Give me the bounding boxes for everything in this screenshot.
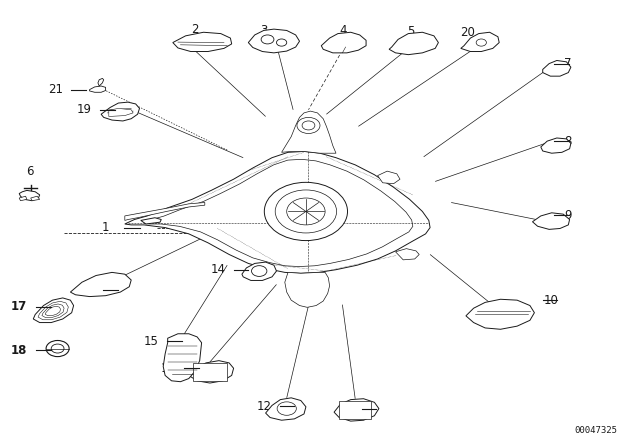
Text: 15: 15 <box>144 335 159 348</box>
Polygon shape <box>101 102 140 121</box>
Polygon shape <box>163 334 202 382</box>
Text: 16: 16 <box>80 284 95 297</box>
Text: 13: 13 <box>161 362 176 375</box>
Text: 20: 20 <box>460 26 475 39</box>
Circle shape <box>276 39 287 46</box>
Polygon shape <box>396 249 419 260</box>
Text: 8: 8 <box>564 134 572 148</box>
Text: 9: 9 <box>564 208 572 222</box>
Text: 5: 5 <box>407 25 415 38</box>
Polygon shape <box>285 272 330 307</box>
Polygon shape <box>389 32 438 55</box>
Polygon shape <box>466 299 534 329</box>
Polygon shape <box>33 298 74 323</box>
Polygon shape <box>543 60 571 76</box>
Circle shape <box>302 121 315 130</box>
Polygon shape <box>19 196 27 201</box>
Polygon shape <box>125 202 205 220</box>
Text: 4: 4 <box>339 23 347 37</box>
Text: 3: 3 <box>260 23 268 37</box>
Polygon shape <box>461 32 499 52</box>
Text: 00047325: 00047325 <box>575 426 618 435</box>
Polygon shape <box>541 138 571 153</box>
Polygon shape <box>334 399 379 421</box>
Text: 17: 17 <box>11 300 27 314</box>
Polygon shape <box>189 361 234 383</box>
Polygon shape <box>109 108 133 116</box>
FancyBboxPatch shape <box>339 401 371 419</box>
Polygon shape <box>532 213 570 229</box>
Circle shape <box>287 198 325 225</box>
Polygon shape <box>70 272 131 297</box>
Polygon shape <box>321 32 366 53</box>
Text: 19: 19 <box>77 103 92 116</box>
FancyBboxPatch shape <box>193 363 227 381</box>
Text: 11: 11 <box>339 402 354 415</box>
Text: 18: 18 <box>10 344 27 357</box>
Polygon shape <box>378 171 400 184</box>
Text: 1: 1 <box>101 221 109 234</box>
Polygon shape <box>266 398 306 420</box>
Polygon shape <box>242 262 276 280</box>
Polygon shape <box>282 111 336 153</box>
Circle shape <box>297 117 320 134</box>
Circle shape <box>261 35 274 44</box>
Text: 6: 6 <box>26 164 33 178</box>
Circle shape <box>264 182 348 241</box>
Polygon shape <box>173 32 232 52</box>
Polygon shape <box>125 151 430 273</box>
Text: 12: 12 <box>257 400 272 413</box>
Polygon shape <box>90 86 106 92</box>
Circle shape <box>277 402 296 415</box>
Polygon shape <box>98 78 104 86</box>
Polygon shape <box>31 196 40 201</box>
Text: 2: 2 <box>191 22 198 36</box>
Circle shape <box>476 39 486 46</box>
Circle shape <box>252 266 267 276</box>
Text: 7: 7 <box>564 57 572 70</box>
Polygon shape <box>19 190 40 201</box>
Text: 10: 10 <box>544 293 559 307</box>
Polygon shape <box>248 29 300 53</box>
Text: 21: 21 <box>48 83 63 96</box>
Polygon shape <box>141 218 161 224</box>
Text: 14: 14 <box>211 263 225 276</box>
Circle shape <box>46 340 69 357</box>
Circle shape <box>275 190 337 233</box>
Circle shape <box>51 344 64 353</box>
